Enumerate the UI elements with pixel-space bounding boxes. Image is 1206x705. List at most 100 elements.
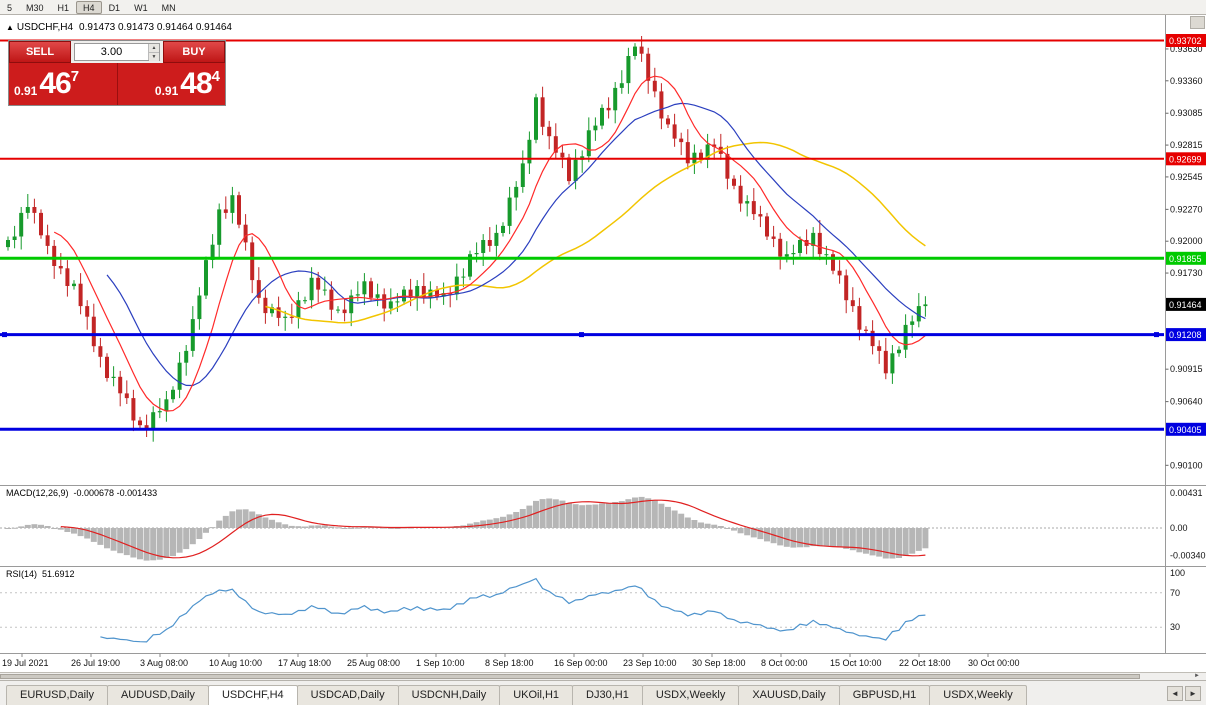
- svg-text:-0.00340: -0.00340: [1170, 551, 1206, 561]
- timeframe-button-H4[interactable]: H4: [76, 0, 102, 14]
- chart-corner-button[interactable]: [1190, 16, 1205, 29]
- svg-text:22 Oct 18:00: 22 Oct 18:00: [899, 658, 951, 668]
- sell-price-area[interactable]: 0.91 46 7: [9, 63, 117, 105]
- svg-text:0.91208: 0.91208: [1169, 330, 1202, 340]
- tab-xauusd-daily[interactable]: XAUUSD,Daily: [738, 685, 840, 705]
- buy-price-big: 48: [180, 67, 212, 100]
- svg-text:30: 30: [1170, 622, 1180, 632]
- time-axis: 19 Jul 2021 26 Jul 19:00 3 Aug 08:00 10 Aug…: [2, 653, 1020, 668]
- svg-text:0.93702: 0.93702: [1169, 36, 1202, 46]
- scrollbar-thumb[interactable]: [0, 674, 1140, 679]
- svg-text:17 Aug 18:00: 17 Aug 18:00: [278, 658, 331, 668]
- svg-text:15 Oct 10:00: 15 Oct 10:00: [830, 658, 882, 668]
- tab-usdchf-h4[interactable]: USDCHF,H4: [207, 685, 298, 705]
- svg-text:0.90915: 0.90915: [1170, 364, 1203, 374]
- volume-field[interactable]: 3.00 ▲ ▼: [74, 43, 160, 61]
- svg-text:0.91730: 0.91730: [1170, 268, 1203, 278]
- tab-gbpusd-h1[interactable]: GBPUSD,H1: [838, 685, 931, 705]
- price-label-box: [1166, 422, 1206, 436]
- sell-price-prefix: 0.91: [14, 84, 38, 98]
- svg-text:100: 100: [1170, 568, 1185, 578]
- tab-eurusd-daily[interactable]: EURUSD,Daily: [6, 685, 108, 705]
- timeframe-button-MN[interactable]: MN: [161, 2, 176, 13]
- rsi-name: RSI(14): [6, 569, 38, 579]
- sell-price: 0.91 46 7: [14, 63, 79, 105]
- svg-text:0.92815: 0.92815: [1170, 140, 1203, 150]
- tab-dj30-h1[interactable]: DJ30,H1: [572, 685, 643, 705]
- price-label-box: [1166, 328, 1206, 342]
- svg-text:0.93360: 0.93360: [1170, 76, 1203, 86]
- svg-text:0.91855: 0.91855: [1169, 254, 1202, 264]
- volume-down-icon[interactable]: ▼: [149, 53, 159, 61]
- buy-price: 0.91 48 4: [155, 63, 220, 105]
- timeframe-button-M30[interactable]: M30: [26, 2, 44, 13]
- buy-button[interactable]: BUY: [163, 41, 225, 63]
- macd-name: MACD(12,26,9): [6, 488, 69, 498]
- horizontal-scrollbar[interactable]: ►: [0, 672, 1206, 680]
- trade-panel-top-row: SELL 3.00 ▲ ▼ BUY: [9, 41, 225, 63]
- rsi-value: 51.6912: [42, 569, 75, 579]
- svg-text:0.90405: 0.90405: [1169, 425, 1202, 435]
- timeframe-button-H1[interactable]: H1: [57, 2, 70, 13]
- svg-text:0.91464: 0.91464: [1169, 300, 1202, 310]
- tab-audusd-daily[interactable]: AUDUSD,Daily: [106, 685, 209, 705]
- macd-label: MACD(12,26,9) -0.000678 -0.001433: [6, 488, 157, 498]
- chart-tabs: EURUSD,Daily AUDUSD,Daily USDCHF,H4 USDCAD,…: [6, 685, 1027, 705]
- hline-handle[interactable]: [1154, 332, 1159, 338]
- svg-text:25 Aug 08:00: 25 Aug 08:00: [347, 658, 400, 668]
- candles: [6, 36, 928, 442]
- chart-title: ▲ USDCHF,H4 0.91473 0.91473 0.91464 0.9146…: [6, 22, 232, 33]
- tab-usdcnh-daily[interactable]: USDCNH,Daily: [397, 685, 501, 705]
- svg-text:0.93630: 0.93630: [1170, 44, 1203, 54]
- sell-price-sup: 7: [70, 68, 80, 85]
- svg-text:0.00431: 0.00431: [1170, 488, 1203, 498]
- rsi-label: RSI(14) 51.6912: [6, 569, 75, 579]
- svg-text:16 Sep 00:00: 16 Sep 00:00: [554, 658, 608, 668]
- tabs-next-icon[interactable]: ►: [1185, 686, 1201, 701]
- svg-text:8 Sep 18:00: 8 Sep 18:00: [485, 658, 534, 668]
- macd-panel: 0.00431 0.00 -0.00340: [0, 488, 1206, 561]
- svg-text:3 Aug 08:00: 3 Aug 08:00: [140, 658, 188, 668]
- macd-values: -0.000678 -0.001433: [73, 488, 158, 498]
- tab-nav: ◄ ►: [1162, 686, 1206, 705]
- timeframe-button-D1[interactable]: D1: [108, 2, 121, 13]
- hline-handle[interactable]: [579, 332, 584, 338]
- price-chart-canvas[interactable]: 0.93630 0.93360 0.93085 0.92815 0.92545 0.922…: [0, 15, 1206, 672]
- svg-text:8 Oct 00:00: 8 Oct 00:00: [761, 658, 808, 668]
- tabs-prev-icon[interactable]: ◄: [1167, 686, 1183, 701]
- volume-value[interactable]: 3.00: [100, 46, 123, 58]
- volume-spinner: ▲ ▼: [148, 44, 159, 61]
- volume-up-icon[interactable]: ▲: [149, 44, 159, 53]
- price-label-box: [1166, 34, 1206, 47]
- svg-text:10 Aug 10:00: 10 Aug 10:00: [209, 658, 262, 668]
- svg-text:23 Sep 10:00: 23 Sep 10:00: [623, 658, 677, 668]
- timeframe-toolbar: 5 M30 H1 H4 D1 W1 MN: [0, 0, 1206, 15]
- svg-text:0.92270: 0.92270: [1170, 204, 1203, 214]
- svg-text:1 Sep 10:00: 1 Sep 10:00: [416, 658, 465, 668]
- svg-text:0.90640: 0.90640: [1170, 397, 1203, 407]
- tab-ukoil-h1[interactable]: UKOil,H1: [499, 685, 574, 705]
- svg-text:0.90100: 0.90100: [1170, 460, 1203, 470]
- timeframe-button-W1[interactable]: W1: [134, 2, 148, 13]
- chart-symbol-label: USDCHF,H4: [16, 22, 74, 33]
- buy-price-sup: 4: [211, 68, 220, 85]
- chart-marker-icon: ▲: [6, 23, 14, 32]
- buy-price-area[interactable]: 0.91 48 4: [116, 63, 226, 105]
- scroll-right-icon[interactable]: ►: [1194, 673, 1200, 679]
- tab-usdx-weekly[interactable]: USDX,Weekly: [641, 685, 740, 705]
- hline-handle[interactable]: [2, 332, 7, 338]
- tab-usdcad-daily[interactable]: USDCAD,Daily: [296, 685, 399, 705]
- chart-tab-bar: EURUSD,Daily AUDUSD,Daily USDCHF,H4 USDCAD,…: [0, 680, 1206, 705]
- trade-panel-prices: 0.91 46 7 0.91 48 4: [9, 63, 225, 105]
- timeframe-button-5[interactable]: 5: [7, 2, 13, 13]
- price-axis: 0.93630 0.93360 0.93085 0.92815 0.92545 0.922…: [1165, 34, 1206, 470]
- rsi-panel: 100 70 30: [0, 568, 1185, 643]
- sell-button[interactable]: SELL: [9, 41, 71, 63]
- svg-text:0.92000: 0.92000: [1170, 236, 1203, 246]
- price-label-box: [1166, 297, 1206, 311]
- svg-text:30 Sep 18:00: 30 Sep 18:00: [692, 658, 746, 668]
- tab-usdx-weekly[interactable]: USDX,Weekly: [929, 685, 1027, 705]
- chart-window: 0.93630 0.93360 0.93085 0.92815 0.92545 0.922…: [0, 15, 1206, 672]
- price-label-box: [1166, 251, 1206, 265]
